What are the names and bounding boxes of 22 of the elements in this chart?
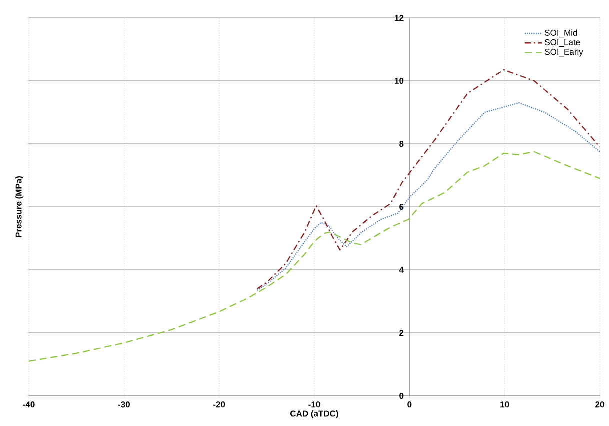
y-tick-label: 8 — [400, 140, 404, 148]
line-series — [256, 102, 600, 292]
x-tick-label: -40 — [23, 402, 35, 408]
y-axis-title: Pressure (MPa) — [16, 176, 24, 238]
x-tick-label: 0 — [408, 402, 412, 408]
y-tick-label: 12 — [395, 15, 404, 21]
legend-label: SOI_Mid — [545, 30, 578, 38]
x-tick-label: -30 — [118, 402, 130, 408]
x-tick-label: -20 — [214, 402, 226, 408]
x-tick-label: -10 — [308, 402, 320, 408]
y-tick-label: 10 — [395, 78, 404, 84]
line-series — [256, 69, 600, 290]
legend-label: SOI_Early — [545, 48, 584, 57]
line-series — [29, 151, 600, 362]
x-tick-label: 10 — [500, 402, 510, 408]
y-tick-label: 2 — [400, 330, 404, 336]
y-tick-label: 4 — [399, 267, 404, 273]
x-axis-title: CAD (aTDC) — [290, 410, 338, 418]
y-tick-label: 6 — [400, 204, 404, 210]
x-tick-label: 20 — [596, 402, 604, 408]
legend-label: SOI_Late — [545, 39, 580, 48]
y-tick-label: 0 — [400, 393, 404, 400]
